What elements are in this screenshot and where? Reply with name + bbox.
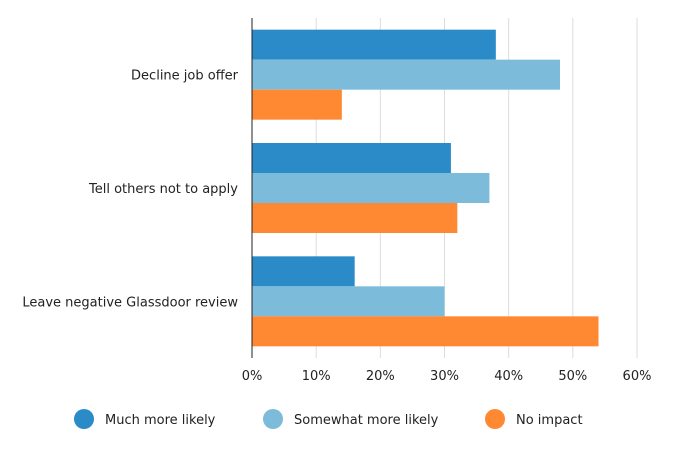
legend-label: No impact [516,413,583,428]
legend-label: Much more likely [105,413,216,428]
bar-no-impact [252,203,458,233]
x-tick-label: 10% [302,369,331,384]
x-tick-label: 40% [494,369,523,384]
legend-marker [263,409,283,429]
x-tick-label: 20% [366,369,395,384]
bar-no-impact [252,89,342,120]
bar-somewhat-more-likely [252,286,445,317]
bar-no-impact [252,316,599,347]
bar-much-more-likely [252,29,496,60]
bar-much-more-likely [252,143,451,173]
category-label: Leave negative Glassdoor review [22,295,238,310]
legend-marker [74,409,94,429]
x-tick-label: 50% [558,369,587,384]
x-tick-label: 0% [242,369,263,384]
legend-marker [485,409,505,429]
bar-somewhat-more-likely [252,173,490,203]
bar-much-more-likely [252,256,355,287]
category-label: Decline job offer [131,69,239,84]
legend-label: Somewhat more likely [294,413,439,428]
bar-somewhat-more-likely [252,59,560,90]
x-tick-label: 30% [430,369,459,384]
category-label: Tell others not to apply [88,182,238,197]
x-tick-label: 60% [623,369,652,384]
